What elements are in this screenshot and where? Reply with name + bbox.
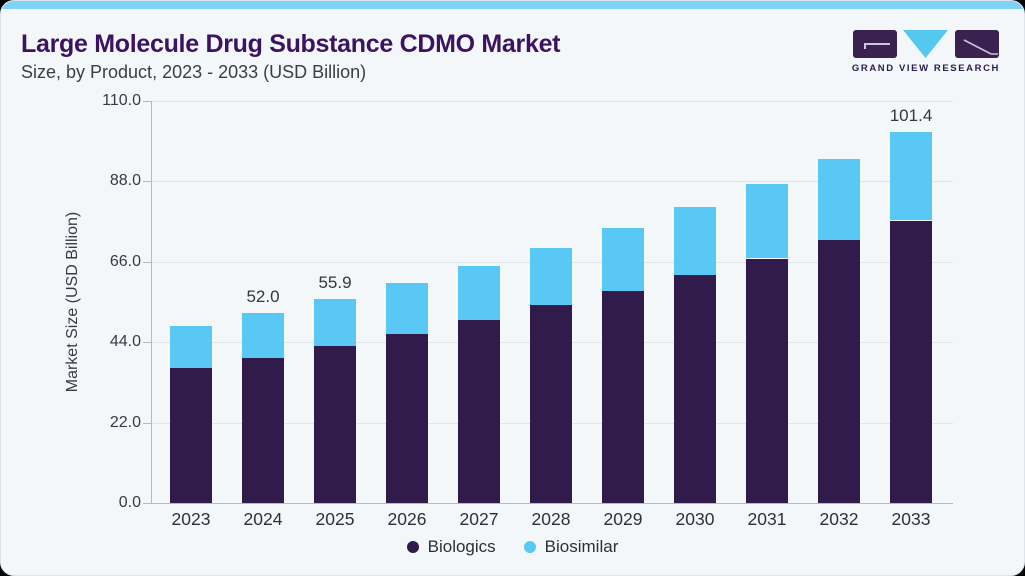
x-axis-label-2026: 2026 [387, 509, 427, 529]
bar-2026-biosimilar [386, 282, 428, 334]
total-value-label-2033: 101.4 [889, 106, 933, 126]
bar-2030-biologics [674, 275, 716, 503]
bar-2025-biosimilar [314, 298, 356, 346]
legend-item-biologics: Biologics [406, 537, 496, 557]
page-subtitle: Size, by Product, 2023 - 2033 (USD Billi… [21, 62, 367, 82]
x-axis-label-2031: 2031 [747, 509, 787, 529]
x-axis-label-2028: 2028 [531, 509, 571, 529]
page-title: Large Molecule Drug Substance CDMO Marke… [21, 30, 561, 58]
y-tick-label-44.0: 44.0 [109, 333, 141, 351]
gridline-110.0 [151, 101, 953, 102]
y-tick-mark-0.0 [143, 503, 151, 504]
legend-label: Biologics [427, 537, 496, 556]
bar-2030-biosimilar [674, 206, 716, 276]
bar-2025-biologics [314, 345, 356, 503]
bar-2033-biosimilar [890, 132, 932, 221]
legend-item-biosimilar: Biosimilar [523, 537, 619, 557]
bar-2028-biosimilar [530, 247, 572, 305]
gridline-88.0 [151, 181, 953, 183]
logo-wordmark: GRAND VIEW RESEARCH [851, 63, 1000, 74]
legend-label: Biosimilar [544, 537, 619, 556]
y-tick-mark-110.0 [143, 101, 151, 102]
x-axis-label-2029: 2029 [603, 509, 643, 529]
y-tick-mark-44.0 [143, 342, 151, 344]
x-axis-label-2033: 2033 [891, 509, 931, 529]
y-tick-label-88.0: 88.0 [109, 172, 141, 190]
bar-2031-biosimilar [746, 183, 788, 259]
y-axis-title: Market Size (USD Billion) [64, 211, 81, 393]
total-value-label-2025: 55.9 [318, 272, 352, 292]
bar-2032-biologics [818, 240, 860, 503]
bar-2028-biologics [530, 304, 572, 503]
y-tick-label-66.0: 66.0 [109, 252, 141, 270]
x-axis-label-2025: 2025 [315, 509, 355, 529]
y-axis-line [151, 101, 152, 503]
x-axis-line [151, 503, 953, 504]
bar-2023-biosimilar [170, 326, 212, 368]
x-axis-label-2030: 2030 [675, 509, 715, 529]
y-tick-mark-88.0 [143, 181, 151, 183]
bar-2031-biologics [746, 258, 788, 503]
y-tick-label-0.0: 0.0 [118, 494, 141, 511]
legend-dot-icon [523, 541, 536, 553]
legend-dot-icon [406, 541, 419, 553]
chart-legend: Biologics Biosimilar [1, 537, 1024, 557]
y-tick-label-22.0: 22.0 [109, 413, 141, 431]
bar-2033-biologics [890, 220, 932, 503]
bar-2027-biologics [458, 319, 500, 503]
bar-2023-biologics [170, 367, 212, 503]
y-tick-mark-66.0 [143, 261, 151, 263]
bar-2024-biosimilar [242, 312, 284, 358]
bar-2032-biosimilar [818, 159, 860, 241]
x-axis-label-2024: 2024 [243, 509, 283, 529]
gvr-logo-mark-icon [852, 30, 999, 58]
bar-2029-biologics [602, 290, 644, 503]
y-tick-label-110.0: 110.0 [102, 92, 141, 109]
gvr-v-triangle-icon [902, 30, 948, 58]
top-accent-bar [1, 1, 1024, 9]
grand-view-research-logo: GRAND VIEW RESEARCH [852, 29, 1000, 74]
bar-2026-biologics [386, 333, 428, 503]
x-axis-label-2032: 2032 [819, 509, 859, 529]
y-tick-mark-22.0 [143, 422, 151, 424]
x-axis-label-2023: 2023 [171, 509, 211, 529]
x-axis-label-2027: 2027 [459, 509, 499, 529]
total-value-label-2024: 52.0 [246, 286, 280, 306]
bar-2024-biologics [242, 357, 284, 503]
bar-2029-biosimilar [602, 227, 644, 291]
bar-2027-biosimilar [458, 265, 500, 320]
gvr-r-block-icon [954, 30, 999, 58]
